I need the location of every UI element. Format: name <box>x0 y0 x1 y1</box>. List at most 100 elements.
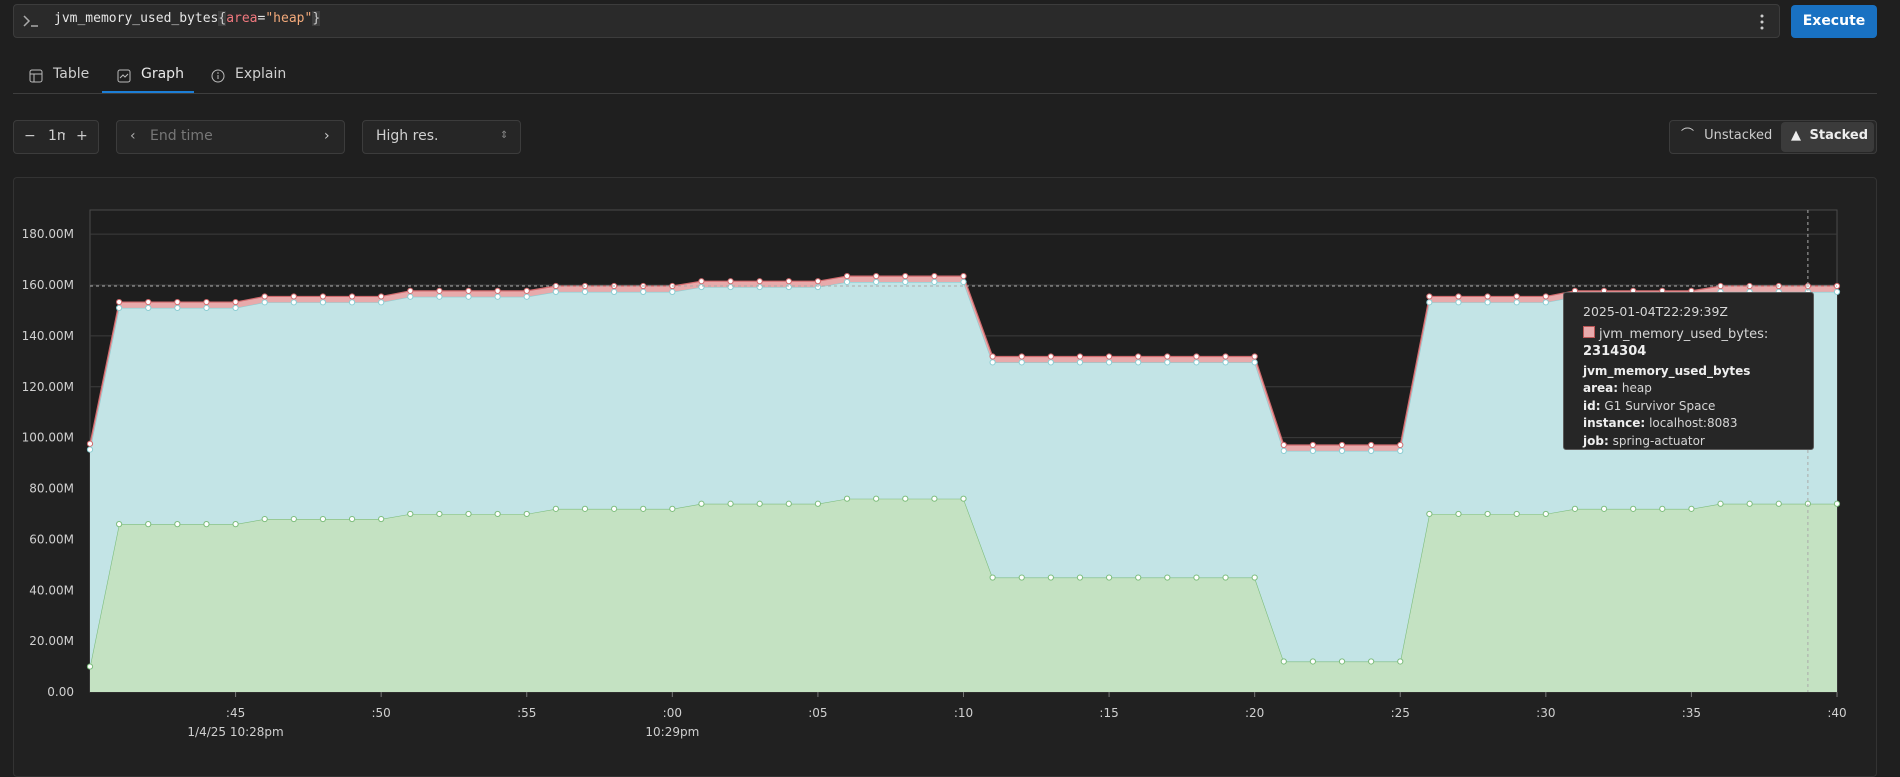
data-point <box>552 288 559 296</box>
label-value: spring-actuator <box>1612 433 1705 448</box>
data-point <box>1484 510 1491 518</box>
data-point <box>203 298 210 306</box>
data-point <box>1513 293 1520 300</box>
brace: { <box>218 11 227 26</box>
prev-button[interactable]: ‹ <box>130 128 136 144</box>
tooltip-value: 2314304 <box>1583 344 1647 359</box>
x-tick-label: :45 <box>226 706 245 720</box>
data-point <box>1164 574 1171 581</box>
data-point <box>727 278 734 285</box>
unstacked-button[interactable]: ⌒ Unstacked <box>1681 128 1773 143</box>
data-point <box>960 278 967 286</box>
tab-divider <box>13 93 1877 94</box>
execute-button[interactable]: Execute <box>1791 5 1877 38</box>
data-point <box>116 521 123 528</box>
data-point <box>1659 505 1666 512</box>
end-time-input[interactable]: End time <box>150 128 213 144</box>
data-point <box>1193 353 1200 360</box>
data-point <box>669 505 676 512</box>
next-button[interactable]: › <box>324 128 330 144</box>
data-point <box>319 515 327 523</box>
data-point <box>348 293 356 300</box>
tab-explain[interactable]: Explain <box>235 66 287 82</box>
data-point <box>203 304 210 312</box>
data-point <box>1717 500 1724 507</box>
data-point <box>640 288 647 296</box>
data-point <box>1775 500 1782 507</box>
data-point <box>232 521 239 528</box>
data-point <box>1309 441 1317 449</box>
data-point <box>1833 288 1841 296</box>
tooltip-series-label: jvm_memory_used_bytes: <box>1599 326 1769 342</box>
range-input[interactable]: 1m <box>48 128 65 144</box>
data-point <box>86 440 94 447</box>
data-point <box>1193 574 1200 581</box>
range-plus[interactable]: + <box>76 128 88 144</box>
label-value: localhost:8083 <box>1649 416 1738 430</box>
data-point <box>989 353 996 360</box>
x-tick-label: :30 <box>1536 706 1555 720</box>
data-point <box>1105 353 1113 360</box>
resolution-label: High res. <box>376 128 439 144</box>
data-point <box>145 304 152 312</box>
data-point <box>1164 359 1171 366</box>
data-point <box>1193 359 1200 366</box>
data-point <box>1047 574 1054 581</box>
data-point <box>698 283 705 291</box>
data-point <box>581 505 589 512</box>
data-point <box>756 500 763 507</box>
data-point <box>1309 658 1317 665</box>
stacked-button[interactable]: ▲ Stacked <box>1791 128 1869 143</box>
data-point <box>523 287 530 294</box>
x-tick-label: :20 <box>1245 706 1264 720</box>
data-point <box>1105 574 1113 581</box>
resolution-select[interactable] <box>362 120 521 154</box>
range-minus[interactable]: − <box>24 128 36 144</box>
menu-icon[interactable] <box>1756 13 1768 31</box>
label-name: area <box>226 11 258 26</box>
data-point <box>1018 353 1025 360</box>
tab-table[interactable]: Table <box>53 66 90 82</box>
tooltip: 2025-01-04T22:29:39Z jvm_memory_used_byt… <box>1563 292 1814 450</box>
data-point <box>465 287 472 294</box>
data-point <box>1105 359 1113 366</box>
metric: jvm_memory_used_bytes <box>54 11 219 26</box>
tooltip-metric: jvm_memory_used_bytes <box>1583 363 1813 381</box>
data-point <box>814 283 822 291</box>
operator: = <box>257 11 266 26</box>
data-point <box>843 278 851 286</box>
data-point <box>1455 510 1462 518</box>
data-point <box>843 495 851 502</box>
data-point <box>1135 353 1142 360</box>
stacked-label: Stacked <box>1809 128 1869 143</box>
y-tick-label: 180.00M <box>22 227 74 241</box>
data-point <box>290 293 297 300</box>
y-tick-label: 120.00M <box>22 380 74 394</box>
label-key: area: <box>1583 381 1619 395</box>
x-tick-sublabel: 1/4/25 10:28pm <box>187 725 283 739</box>
active-tab-underline <box>102 91 194 93</box>
data-point <box>319 299 327 306</box>
data-point <box>960 272 967 280</box>
data-point <box>843 272 851 280</box>
query-text[interactable]: jvm_memory_used_bytes{area="heap"} <box>54 11 321 26</box>
data-point <box>116 298 123 306</box>
data-point <box>465 293 472 300</box>
tab-graph[interactable]: Graph <box>141 66 184 82</box>
x-tick-label: :00 <box>663 706 682 720</box>
y-tick-label: 140.00M <box>22 329 74 343</box>
range-control <box>13 120 99 154</box>
end-time-control[interactable] <box>116 120 345 154</box>
data-point <box>581 288 589 296</box>
query-bar[interactable] <box>13 4 1780 38</box>
data-point <box>1309 447 1317 454</box>
data-point <box>814 278 822 285</box>
data-point <box>931 272 938 280</box>
x-tick-label: :55 <box>517 706 536 720</box>
data-point <box>1076 359 1084 366</box>
data-point <box>1397 658 1404 665</box>
data-point <box>436 510 443 518</box>
data-point <box>1542 293 1549 300</box>
data-point <box>1484 293 1491 300</box>
data-point <box>1397 441 1404 449</box>
